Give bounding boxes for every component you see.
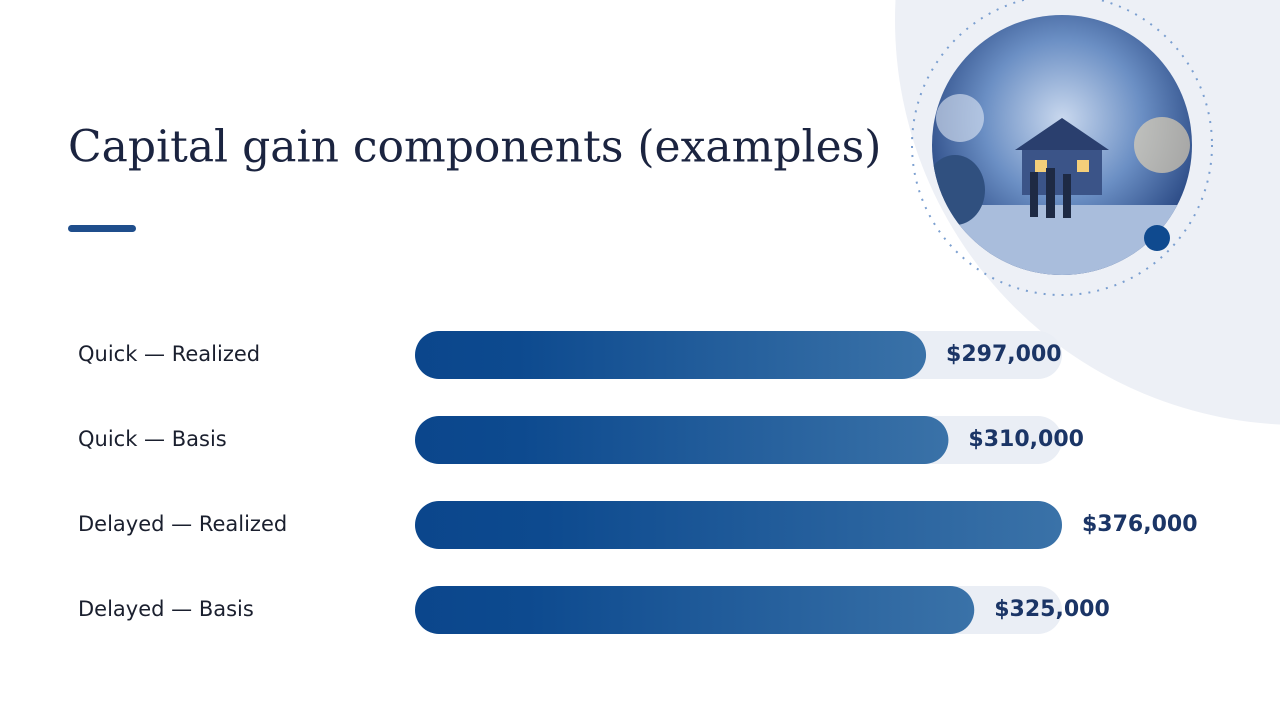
value-label: $310,000 <box>968 427 1084 452</box>
category-label: Quick — Realized <box>78 342 260 366</box>
category-label: Quick — Basis <box>78 427 227 451</box>
value-label: $297,000 <box>946 342 1062 367</box>
chart-title: Capital gain components (examples) <box>68 122 881 173</box>
bar <box>415 416 949 464</box>
accent-dot <box>1144 225 1170 251</box>
value-label: $325,000 <box>994 597 1110 622</box>
illustration <box>932 15 1192 275</box>
bar <box>415 501 1062 549</box>
category-label: Delayed — Basis <box>78 597 254 621</box>
value-label: $376,000 <box>1082 512 1198 537</box>
category-label: Delayed — Realized <box>78 512 287 536</box>
bar <box>415 331 927 379</box>
bar <box>415 586 975 634</box>
title-underline <box>68 225 136 232</box>
dotted-ring <box>911 0 1213 296</box>
